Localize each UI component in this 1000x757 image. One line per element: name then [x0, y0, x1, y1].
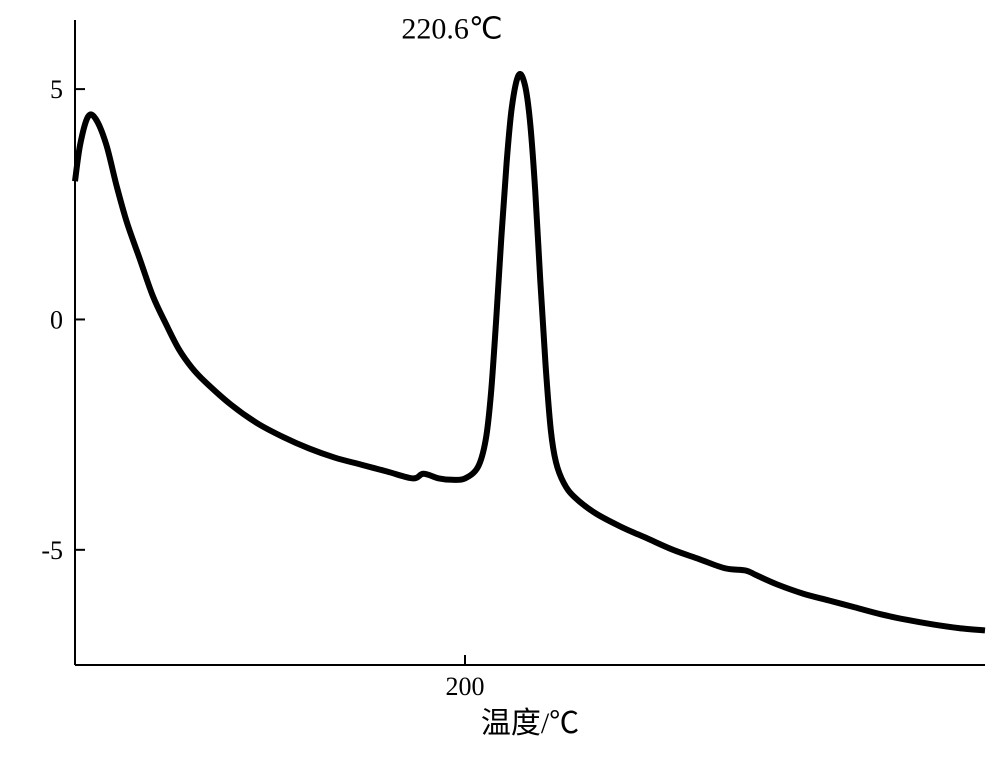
chart-svg: -5 0 5 200 温度/℃ 220.6℃ [0, 0, 1000, 757]
y-tick-label: 0 [50, 305, 63, 334]
x-axis-title: 温度/℃ [481, 707, 579, 740]
y-tick-label: -5 [41, 536, 63, 565]
y-tick-label: 5 [50, 75, 63, 104]
dsc-chart: -5 0 5 200 温度/℃ 220.6℃ [0, 0, 1000, 757]
x-tick-label: 200 [446, 672, 485, 701]
peak-annotation: 220.6℃ [401, 12, 502, 45]
dsc-trace [75, 74, 985, 630]
